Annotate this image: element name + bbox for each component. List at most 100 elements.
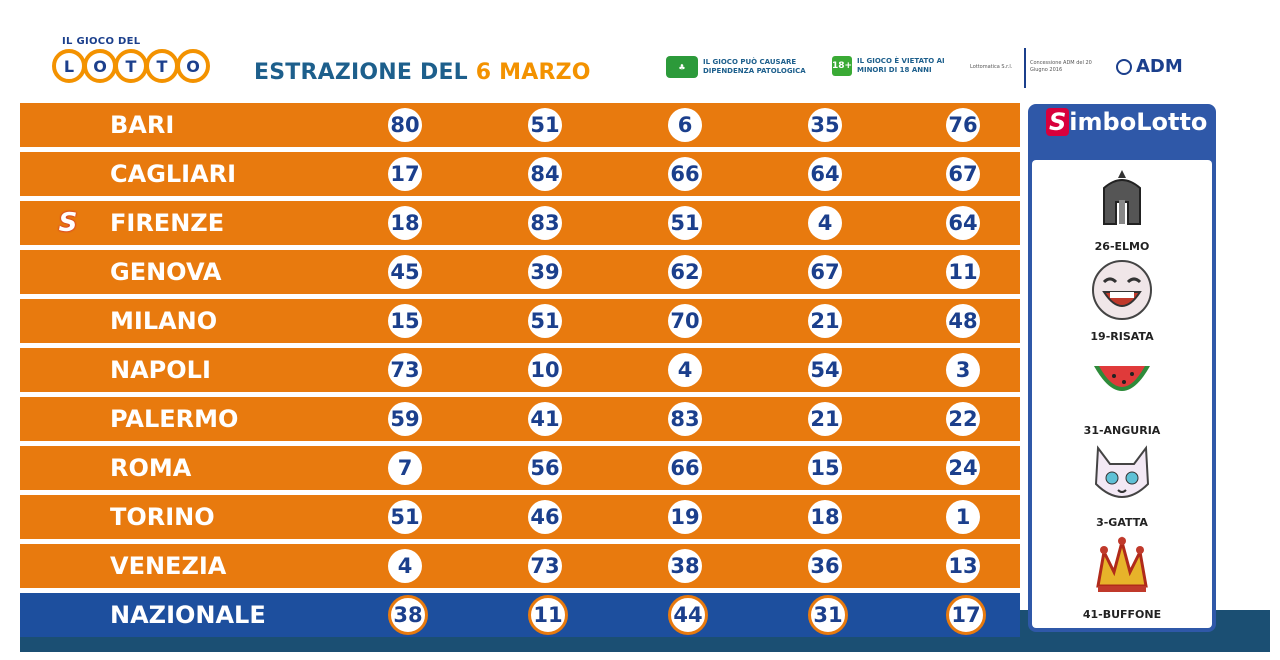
wheel-row: NAZIONALE 38 11 44 31 17 (20, 593, 1020, 637)
number-ball: 7 (388, 451, 422, 485)
helmet-icon (1103, 170, 1141, 225)
number-ball: 48 (946, 304, 980, 338)
wheel-row: TORINO 51 46 19 18 1 (20, 495, 1020, 539)
number-ball: 73 (528, 549, 562, 583)
number-ball: 59 (388, 402, 422, 436)
symbol-item: 19-RISATA (1032, 258, 1212, 343)
cat-icon (1094, 445, 1150, 498)
city-name: TORINO (110, 503, 215, 531)
number-ball: 11 (528, 595, 568, 635)
logo-letter: L (52, 49, 86, 83)
number-ball: 51 (668, 206, 702, 240)
symbol-label: 41-BUFFONE (1082, 608, 1162, 621)
number-ball: 17 (388, 157, 422, 191)
number-ball: 15 (388, 304, 422, 338)
adm-logo: ADM (1116, 56, 1183, 77)
number-ball: 76 (946, 108, 980, 142)
city-name: VENEZIA (110, 552, 227, 580)
logo-letter: T (145, 49, 179, 83)
symbol-label: 19-RISATA (1090, 330, 1154, 343)
number-ball: 4 (668, 353, 702, 387)
city-name: NAZIONALE (110, 601, 266, 629)
adm-seal-icon (1116, 58, 1132, 75)
header: IL GIOCO DEL L O T T O ESTRAZIONE DEL 6 … (0, 0, 1280, 100)
number-ball: 41 (528, 402, 562, 436)
number-ball: 44 (668, 595, 708, 635)
simbolotto-logo-s: S (1046, 108, 1070, 136)
number-ball: 70 (668, 304, 702, 338)
symbol-label: 3-GATTA (1096, 516, 1148, 529)
number-ball: 46 (528, 500, 562, 534)
number-ball: 66 (668, 157, 702, 191)
city-name: GENOVA (110, 258, 222, 286)
number-ball: 3 (946, 353, 980, 387)
simbolotto-logo-rest: imboLotto (1069, 108, 1208, 136)
number-ball: 38 (388, 595, 428, 635)
logo-top-text: IL GIOCO DEL (62, 36, 141, 47)
number-ball: 21 (808, 402, 842, 436)
number-ball: 17 (946, 595, 986, 635)
logo-letter: T (114, 49, 148, 83)
logo-letter: O (83, 49, 117, 83)
page-title: ESTRAZIONE DEL 6 MARZO (254, 60, 591, 85)
gioco-responsabile-icon: ♣ (666, 56, 698, 78)
warning-text-1: IL GIOCO PUÒ CAUSARE DIPENDENZA PATOLOGI… (703, 58, 806, 75)
simbolotto-city-badge: S (58, 208, 78, 238)
city-name: BARI (110, 111, 175, 139)
number-ball: 64 (808, 157, 842, 191)
number-ball: 66 (668, 451, 702, 485)
number-ball: 64 (946, 206, 980, 240)
number-ball: 56 (528, 451, 562, 485)
number-ball: 67 (808, 255, 842, 289)
number-ball: 4 (808, 206, 842, 240)
bottom-bar (20, 632, 1270, 652)
number-ball: 73 (388, 353, 422, 387)
number-ball: 22 (946, 402, 980, 436)
concession-text: Concessione ADM del 20 Giugno 2016 (1030, 60, 1092, 73)
number-ball: 84 (528, 157, 562, 191)
number-ball: 24 (946, 451, 980, 485)
number-ball: 13 (946, 549, 980, 583)
warning-text-2: IL GIOCO È VIETATO AI MINORI DI 18 ANNI (857, 57, 945, 74)
logo-letter: O (176, 49, 210, 83)
symbol-item: 3-GATTA (1032, 444, 1212, 529)
number-ball: 38 (668, 549, 702, 583)
wheel-row: CAGLIARI 17 84 66 64 67 (20, 152, 1020, 196)
number-ball: 51 (528, 108, 562, 142)
number-ball: 31 (808, 595, 848, 635)
number-ball: 11 (946, 255, 980, 289)
number-ball: 35 (808, 108, 842, 142)
city-name: MILANO (110, 307, 218, 335)
symbol-item: 41-BUFFONE (1032, 536, 1212, 621)
number-ball: 62 (668, 255, 702, 289)
city-name: ROMA (110, 454, 192, 482)
number-ball: 80 (388, 108, 422, 142)
number-ball: 83 (668, 402, 702, 436)
city-name: NAPOLI (110, 356, 211, 384)
title-date: 6 MARZO (475, 60, 591, 85)
wheel-row: MILANO 15 51 70 21 48 (20, 299, 1020, 343)
wheel-row: BARI 80 51 6 35 76 (20, 103, 1020, 147)
number-ball: 18 (808, 500, 842, 534)
city-name: FIRENZE (110, 209, 225, 237)
adm-text: ADM (1136, 56, 1183, 77)
number-ball: 21 (808, 304, 842, 338)
number-ball: 19 (668, 500, 702, 534)
logo-balls: L O T T O (52, 49, 222, 83)
wheel-row: VENEZIA 4 73 38 36 13 (20, 544, 1020, 588)
wheel-row: PALERMO 59 41 83 21 22 (20, 397, 1020, 441)
age-18-icon: 18+ (832, 56, 852, 76)
symbol-item: 26-ELMO (1032, 168, 1212, 253)
watermelon-icon (1094, 366, 1150, 391)
jester-hat-icon (1096, 536, 1148, 592)
number-ball: 39 (528, 255, 562, 289)
operator-text: Lottomatica S.r.l. (970, 64, 1013, 70)
symbol-label: 26-ELMO (1094, 240, 1150, 253)
number-ball: 18 (388, 206, 422, 240)
addiction-warning: ♣ IL GIOCO PUÒ CAUSARE DIPENDENZA PATOLO… (666, 56, 815, 78)
wheel-row: GENOVA 45 39 62 67 11 (20, 250, 1020, 294)
number-ball: 4 (388, 549, 422, 583)
number-ball: 54 (808, 353, 842, 387)
number-ball: 67 (946, 157, 980, 191)
laughing-face-icon (1092, 260, 1152, 320)
